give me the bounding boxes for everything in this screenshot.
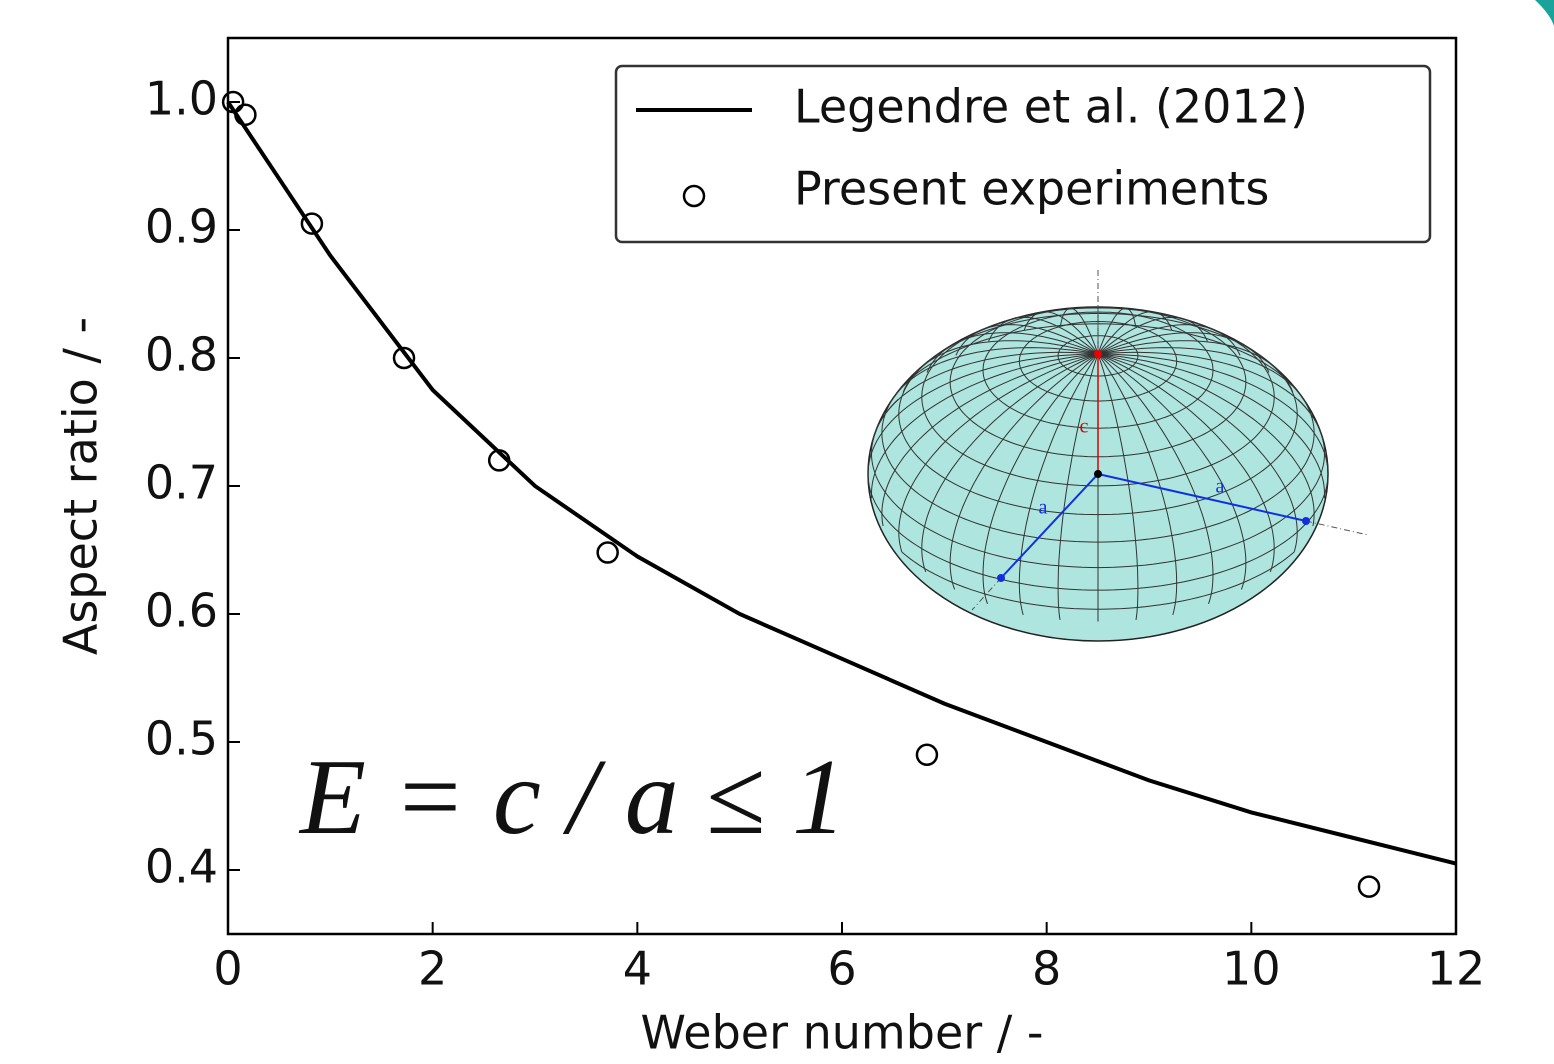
ellipsoid-grid bbox=[1097, 307, 1136, 355]
ellipsoid-grid bbox=[1097, 353, 1178, 616]
ellipsoid-grid bbox=[1097, 316, 1208, 355]
x-tick-label: 0 bbox=[213, 942, 242, 996]
inset-point bbox=[1094, 350, 1102, 358]
ellipsoid-grid bbox=[1097, 353, 1329, 470]
marker bbox=[487, 449, 511, 472]
ellipsoid-grid bbox=[1060, 307, 1099, 355]
y-tick-label: 0.4 bbox=[145, 840, 218, 894]
x-axis-label: Weber number / - bbox=[641, 1006, 1044, 1060]
ellipsoid-grid bbox=[1097, 340, 1294, 393]
ellipsoid-grid bbox=[949, 353, 1099, 590]
marker bbox=[234, 103, 257, 127]
ellipsoid-grid bbox=[1097, 353, 1214, 604]
inset-point bbox=[997, 574, 1005, 582]
x-tick-label: 8 bbox=[1032, 942, 1061, 996]
corner-decoration bbox=[1535, 0, 1554, 26]
line bbox=[226, 100, 1457, 866]
ellipsoid-grid bbox=[1097, 353, 1315, 527]
inset-point bbox=[1302, 517, 1310, 525]
marker bbox=[300, 212, 324, 235]
ellipsoid-inset: c a a bbox=[867, 270, 1369, 642]
ellipsoid-grid bbox=[1097, 324, 1241, 356]
ellipsoid-grid bbox=[982, 353, 1099, 604]
inset-axis bbox=[1305, 520, 1369, 536]
marker bbox=[596, 541, 619, 564]
ellipsoid-grid bbox=[883, 347, 1099, 419]
inset-label: a bbox=[1216, 476, 1225, 498]
x-tick-label: 10 bbox=[1222, 942, 1281, 996]
y-tick-label: 0.7 bbox=[145, 456, 218, 510]
legend-label: Legendre et al. (2012) bbox=[794, 80, 1308, 134]
inset-label: c bbox=[1080, 416, 1089, 438]
ellipsoid-grid bbox=[867, 353, 1099, 475]
ellipsoid-grid bbox=[1018, 353, 1099, 616]
marker bbox=[392, 346, 416, 370]
marker bbox=[1357, 875, 1381, 898]
x-tick-label: 6 bbox=[827, 942, 856, 996]
y-tick-label: 0.8 bbox=[145, 328, 218, 382]
ellipsoid-grid bbox=[1057, 353, 1099, 620]
y-tick-label: 0.6 bbox=[145, 584, 218, 638]
marker bbox=[221, 90, 245, 114]
marker bbox=[915, 743, 939, 767]
x-tick-label: 2 bbox=[418, 942, 447, 996]
ellipsoid-grid bbox=[1023, 311, 1099, 355]
ellipsoid-grid bbox=[1097, 353, 1247, 590]
ellipsoid-grid bbox=[1097, 353, 1275, 573]
ellipsoid-grid bbox=[867, 473, 1329, 591]
ellipsoid-grid bbox=[881, 353, 1099, 527]
x-tick-label: 12 bbox=[1427, 942, 1486, 996]
y-tick-label: 0.9 bbox=[145, 200, 218, 254]
inset-a bbox=[1097, 473, 1307, 522]
ellipsoid-grid bbox=[1097, 353, 1139, 620]
ellipsoid-grid bbox=[871, 351, 1099, 446]
ellipsoid-grid bbox=[1097, 332, 1270, 373]
ellipsoid-grid bbox=[902, 340, 1099, 393]
ellipsoid-grid bbox=[955, 324, 1099, 356]
ellipsoid-grid bbox=[988, 316, 1099, 355]
ellipsoid-grid bbox=[1097, 353, 1326, 499]
inset-a bbox=[1000, 473, 1099, 579]
ellipsoid-grid bbox=[921, 353, 1099, 573]
ellipsoid-grid bbox=[1097, 347, 1313, 419]
y-axis-label: Aspect ratio / - bbox=[54, 317, 108, 655]
ellipsoid-grid bbox=[870, 353, 1099, 499]
y-tick-label: 1.0 bbox=[145, 72, 218, 126]
ellipsoid-grid bbox=[926, 332, 1099, 373]
y-tick-label: 0.5 bbox=[145, 712, 218, 766]
inset-label: a bbox=[1039, 497, 1048, 519]
inset-axis bbox=[971, 577, 1002, 611]
x-tick-label: 4 bbox=[623, 942, 652, 996]
ellipsoid-grid bbox=[1097, 351, 1325, 446]
inset-point bbox=[1094, 470, 1102, 478]
ellipsoid-grid bbox=[898, 353, 1099, 553]
formula: E = c / a ≤ 1 bbox=[298, 738, 846, 857]
legend-label: Present experiments bbox=[794, 162, 1269, 216]
legend-marker bbox=[682, 184, 706, 208]
legend-box bbox=[614, 64, 1432, 244]
